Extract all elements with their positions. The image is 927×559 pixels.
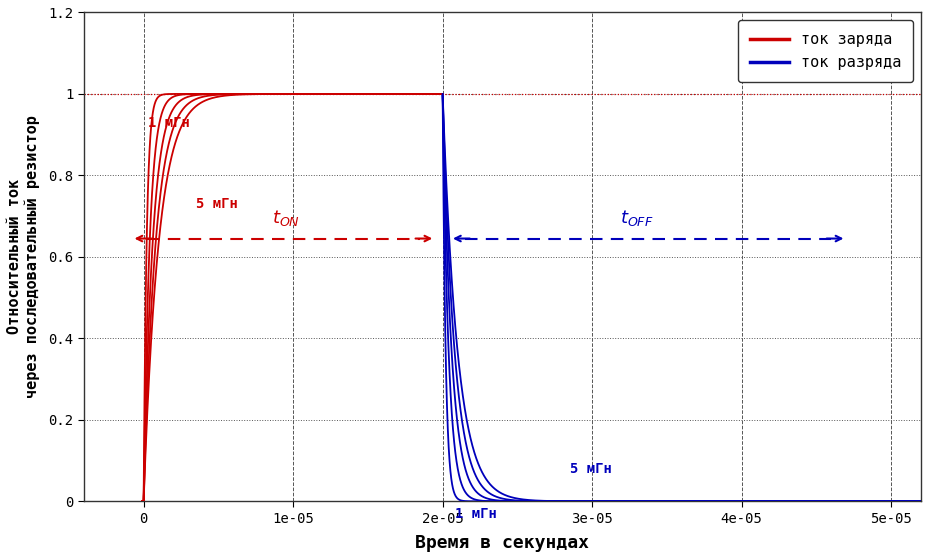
Y-axis label: Относительный ток
через последовательный резистор: Относительный ток через последовательный… <box>6 116 40 399</box>
X-axis label: Время в секундах: Время в секундах <box>415 534 589 552</box>
Text: 5 мГн: 5 мГн <box>569 462 611 476</box>
Text: $t_{ON}$: $t_{ON}$ <box>272 209 299 229</box>
Legend: ток заряда, ток разряда: ток заряда, ток разряда <box>737 20 912 82</box>
Text: 5 мГн: 5 мГн <box>196 197 237 211</box>
Text: 1 мГн: 1 мГн <box>148 116 190 130</box>
Text: $t_{OFF}$: $t_{OFF}$ <box>619 209 654 229</box>
Text: 1 мГн: 1 мГн <box>454 506 496 520</box>
